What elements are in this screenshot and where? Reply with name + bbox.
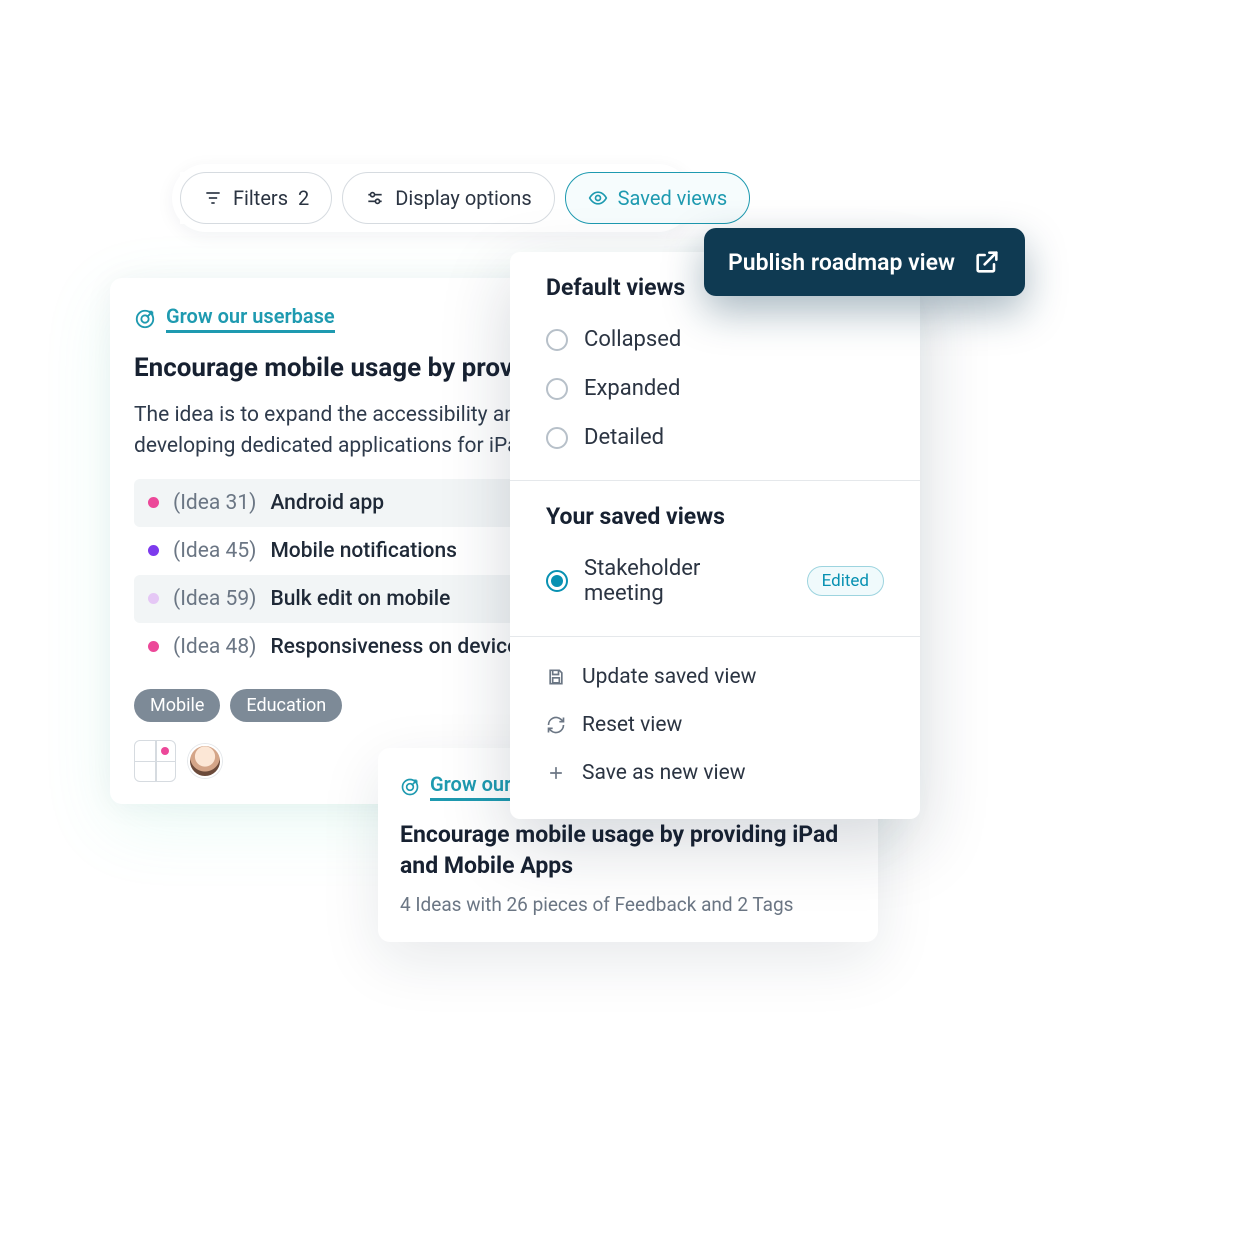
tag[interactable]: Mobile [134,689,220,722]
priority-grid-icon[interactable] [134,740,176,782]
sliders-icon [365,188,385,208]
idea-name: Responsiveness on devices [270,635,529,659]
idea-name: Android app [270,491,384,515]
saved-views-heading: Your saved views [546,503,884,530]
status-dot-icon [148,641,159,652]
radio-icon [546,378,568,400]
idea-id: (Idea 48) [173,635,256,659]
display-options-pill[interactable]: Display options [342,172,554,224]
save-as-new-action[interactable]: Save as new view [510,749,920,797]
idea-name: Bulk edit on mobile [270,587,450,611]
external-link-icon [973,248,1001,276]
refresh-icon [546,715,566,735]
display-options-label: Display options [395,186,531,210]
plus-icon [546,763,566,783]
category-link[interactable]: Grow our userbase [166,304,335,333]
idea-id: (Idea 31) [173,491,256,515]
card-summary: 4 Ideas with 26 pieces of Feedback and 2… [400,893,856,916]
action-label: Update saved view [582,665,756,689]
filters-pill[interactable]: Filters 2 [180,172,332,224]
reset-view-action[interactable]: Reset view [510,701,920,749]
saved-view-label: Stakeholder meeting [584,556,785,606]
action-label: Reset view [582,713,682,737]
publish-label: Publish roadmap view [728,249,955,276]
toolbar: Filters 2 Display options Saved views [180,172,750,224]
saved-views-dropdown: Default views CollapsedExpandedDetailed … [510,252,920,819]
action-label: Save as new view [582,761,746,785]
eye-icon [588,188,608,208]
default-view-option[interactable]: Expanded [546,364,884,413]
card-title: Encourage mobile usage by providing iPad… [400,819,856,881]
avatar[interactable] [188,744,222,778]
filters-count: 2 [298,186,309,210]
tag[interactable]: Education [230,689,342,722]
idea-id: (Idea 59) [173,587,256,611]
target-icon [400,777,420,797]
status-dot-icon [148,497,159,508]
idea-id: (Idea 45) [173,539,256,563]
status-dot-icon [148,593,159,604]
saved-views-section: Your saved views Stakeholder meeting Edi… [510,481,920,626]
option-label: Expanded [584,376,680,401]
radio-icon [546,570,568,592]
save-icon [546,667,566,687]
filters-label: Filters [233,186,288,210]
option-label: Collapsed [584,327,681,352]
radio-icon [546,329,568,351]
target-icon [134,308,156,330]
update-saved-view-action[interactable]: Update saved view [510,653,920,701]
idea-name: Mobile notifications [270,539,457,563]
option-label: Detailed [584,425,664,450]
default-view-option[interactable]: Detailed [546,413,884,462]
filter-icon [203,188,223,208]
dropdown-actions: Update saved view Reset view Save as new… [510,637,920,819]
saved-views-label: Saved views [618,186,728,210]
publish-roadmap-button[interactable]: Publish roadmap view [704,228,1025,296]
radio-icon [546,427,568,449]
saved-view-stakeholder[interactable]: Stakeholder meeting Edited [546,544,884,618]
default-view-option[interactable]: Collapsed [546,315,884,364]
status-dot-icon [148,545,159,556]
saved-views-pill[interactable]: Saved views [565,172,751,224]
edited-badge: Edited [807,566,884,596]
